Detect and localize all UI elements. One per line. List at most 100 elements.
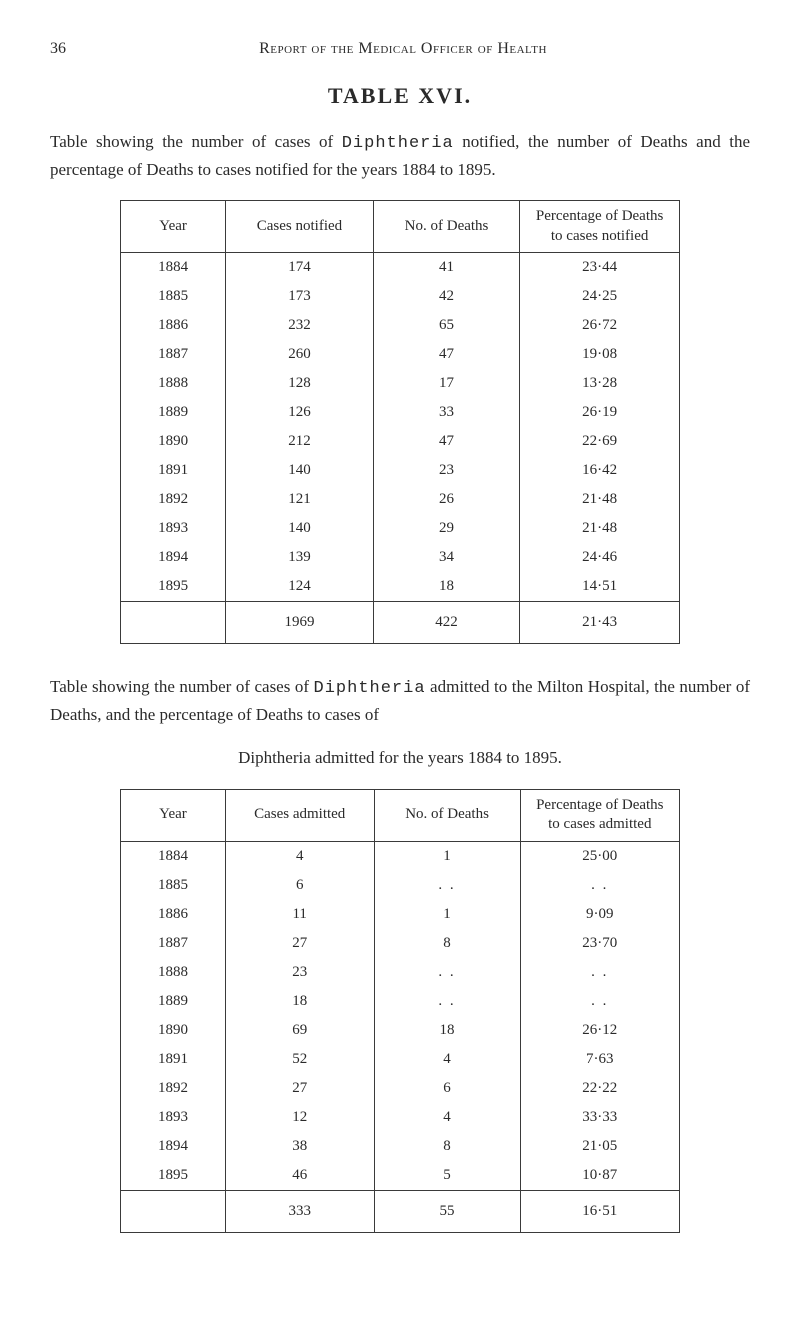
table-cell: . . <box>520 958 679 987</box>
running-head: Report of the Medical Officer of Health <box>96 40 710 58</box>
intro2-line1-prefix: Table showing the number of cases of <box>50 677 314 696</box>
table-cell: 8 <box>374 929 520 958</box>
table-cell: 1892 <box>121 485 226 514</box>
table-row: 18881281713·28 <box>121 369 680 398</box>
table-cell: 1886 <box>121 900 226 929</box>
footer-cell: 16·51 <box>520 1190 679 1232</box>
table-cell: 1 <box>374 900 520 929</box>
intro-paragraph-2b: Diphtheria admitted for the years 1884 t… <box>50 745 750 771</box>
table-footer-row: 333 55 16·51 <box>121 1190 680 1232</box>
table-cell: 126 <box>226 398 374 427</box>
table-cell: 4 <box>374 1045 520 1074</box>
table-footer-row: 1969 422 21·43 <box>121 602 680 644</box>
intro-paragraph-1: Table showing the number of cases of Dip… <box>50 129 750 182</box>
table-cell: 174 <box>226 253 374 283</box>
table-cell: 1895 <box>121 1161 226 1191</box>
table-row: 1890691826·12 <box>121 1016 680 1045</box>
table-cell: . . <box>374 958 520 987</box>
table-cell: 47 <box>373 427 520 456</box>
table-cell: 21·48 <box>520 485 680 514</box>
table-row: 189438821·05 <box>121 1132 680 1161</box>
table-cell: 260 <box>226 340 374 369</box>
table-cell: 1893 <box>121 1103 226 1132</box>
table-cell: 18 <box>373 572 520 602</box>
col-header-cases: Cases admitted <box>225 789 374 841</box>
table-cell: . . <box>520 871 679 900</box>
table-cell: 18 <box>225 987 374 1016</box>
intro-paragraph-2: Table showing the number of cases of Dip… <box>50 674 750 727</box>
table-row: 18851734224·25 <box>121 282 680 311</box>
table-cell: 1884 <box>121 253 226 283</box>
table-cell: 46 <box>225 1161 374 1191</box>
table-cell: 140 <box>226 456 374 485</box>
table-cell: 23·70 <box>520 929 679 958</box>
table-cell: 27 <box>225 1074 374 1103</box>
table-cell: 18 <box>374 1016 520 1045</box>
table-row: 188727823·70 <box>121 929 680 958</box>
table-cell: 1891 <box>121 456 226 485</box>
table-title: TABLE XVI. <box>50 83 750 109</box>
table-row: 18915247·63 <box>121 1045 680 1074</box>
table-cell: 1887 <box>121 340 226 369</box>
table-cell: 128 <box>226 369 374 398</box>
table-cell: 69 <box>225 1016 374 1045</box>
table-row: 188918. .. . <box>121 987 680 1016</box>
table-cell: 1892 <box>121 1074 226 1103</box>
table-cell: 25·00 <box>520 841 679 871</box>
table-cell: 121 <box>226 485 374 514</box>
table-cell: 21·05 <box>520 1132 679 1161</box>
table-cell: 6 <box>374 1074 520 1103</box>
table-cell: 124 <box>226 572 374 602</box>
table-cell: 24·25 <box>520 282 680 311</box>
table-row: 18856. .. . <box>121 871 680 900</box>
table-row: 18844125·00 <box>121 841 680 871</box>
table-header-row: Year Cases admitted No. of Deaths Percen… <box>121 789 680 841</box>
table-cell: 1888 <box>121 958 226 987</box>
col-header-cases: Cases notified <box>226 201 374 253</box>
footer-cell: 55 <box>374 1190 520 1232</box>
footer-cell: 422 <box>373 602 520 644</box>
table-cell: 41 <box>373 253 520 283</box>
col-header-year: Year <box>121 201 226 253</box>
col-header-year: Year <box>121 789 226 841</box>
table-cell: 1894 <box>121 1132 226 1161</box>
table-cell: 4 <box>374 1103 520 1132</box>
table-cell: 42 <box>373 282 520 311</box>
table-cell: 1889 <box>121 398 226 427</box>
table-cell: . . <box>374 987 520 1016</box>
table-cell: 8 <box>374 1132 520 1161</box>
table-cell: 26 <box>373 485 520 514</box>
table-cell: 16·42 <box>520 456 680 485</box>
table-header-row: Year Cases notified No. of Deaths Percen… <box>121 201 680 253</box>
table-cell: 19·08 <box>520 340 680 369</box>
page-header: 36 Report of the Medical Officer of Heal… <box>50 40 750 58</box>
table-cell: 1894 <box>121 543 226 572</box>
intro1-term: Diphtheria <box>342 134 454 153</box>
table-cell: 17 <box>373 369 520 398</box>
table-cell: 6 <box>225 871 374 900</box>
table-cell: . . <box>520 987 679 1016</box>
table-cell: 1891 <box>121 1045 226 1074</box>
table-cell: 232 <box>226 311 374 340</box>
footer-cell: 21·43 <box>520 602 680 644</box>
page-number: 36 <box>50 40 66 58</box>
table-cell: 13·28 <box>520 369 680 398</box>
footer-cell <box>121 1190 226 1232</box>
table-cell: 26·19 <box>520 398 680 427</box>
col-header-deaths: No. of Deaths <box>373 201 520 253</box>
table-row: 18872604719·08 <box>121 340 680 369</box>
intro2-term: Diphtheria <box>314 679 426 698</box>
table-row: 18911402316·42 <box>121 456 680 485</box>
table-cell: 26·72 <box>520 311 680 340</box>
table-cell: 27 <box>225 929 374 958</box>
table-cell: 139 <box>226 543 374 572</box>
table-cell: 1886 <box>121 311 226 340</box>
col-header-percentage: Percentage of Deaths to cases notified <box>520 201 680 253</box>
table-row: 188823. .. . <box>121 958 680 987</box>
table-cell: 10·87 <box>520 1161 679 1191</box>
table-cell: 21·48 <box>520 514 680 543</box>
table-cell: 38 <box>225 1132 374 1161</box>
table-cell: 33·33 <box>520 1103 679 1132</box>
table-cell: 22·22 <box>520 1074 679 1103</box>
table-cell: 23 <box>373 456 520 485</box>
